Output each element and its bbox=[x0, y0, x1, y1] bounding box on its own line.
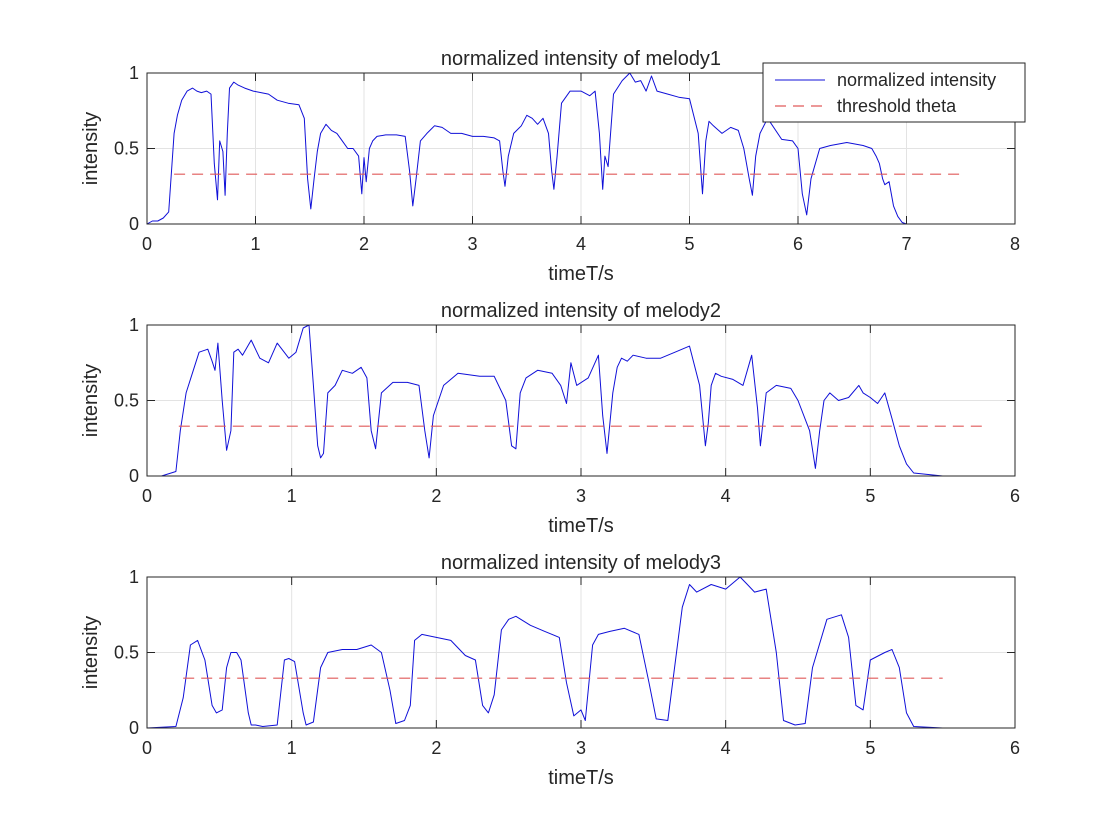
intensity-line bbox=[146, 576, 943, 729]
y-tick-label: 1 bbox=[129, 63, 139, 83]
chart-title: normalized intensity of melody3 bbox=[441, 552, 721, 574]
subplot-1: 0 1 2 3 4 5 6 7 8 0 0.5 1 normalized intensity of me… bbox=[80, 48, 1026, 285]
y-tick-label: 0 bbox=[129, 214, 139, 234]
x-tick-label: 6 bbox=[793, 234, 803, 254]
y-tick-label: 1 bbox=[129, 315, 139, 335]
y-axis-label: intensity bbox=[80, 112, 102, 185]
x-tick-label: 5 bbox=[684, 234, 694, 254]
y-tick-label: 0.5 bbox=[114, 643, 139, 663]
intensity-line bbox=[147, 324, 987, 477]
x-tick-label: 1 bbox=[287, 738, 297, 758]
y-tick-label: 0 bbox=[129, 718, 139, 738]
legend: normalized intensity threshold theta bbox=[762, 62, 1026, 123]
x-tick-label: 7 bbox=[901, 234, 911, 254]
x-tick-label: 0 bbox=[142, 234, 152, 254]
x-tick-label: 8 bbox=[1010, 234, 1020, 254]
x-tick-label: 6 bbox=[1010, 738, 1020, 758]
x-axis-label: timeT/s bbox=[548, 515, 614, 537]
subplot-2: 0 1 2 3 4 5 6 0 0.5 1 normalized intensity of melo… bbox=[80, 300, 1020, 537]
legend-label: threshold theta bbox=[837, 96, 957, 116]
subplot-3: 0 1 2 3 4 5 6 0 0.5 1 normalized intensity of melo… bbox=[80, 552, 1020, 789]
x-tick-label: 2 bbox=[431, 486, 441, 506]
x-tick-label: 4 bbox=[721, 486, 731, 506]
intensity-line bbox=[146, 72, 961, 225]
y-tick-label: 0.5 bbox=[114, 139, 139, 159]
y-axis-label: intensity bbox=[80, 616, 102, 689]
y-tick-label: 0 bbox=[129, 466, 139, 486]
x-tick-label: 5 bbox=[865, 738, 875, 758]
x-tick-label: 3 bbox=[576, 486, 586, 506]
x-tick-label: 1 bbox=[287, 486, 297, 506]
chart-title: normalized intensity of melody1 bbox=[441, 48, 721, 70]
x-tick-label: 1 bbox=[250, 234, 260, 254]
legend-box bbox=[762, 62, 1026, 123]
x-axis-label: timeT/s bbox=[548, 767, 614, 789]
x-tick-label: 0 bbox=[142, 486, 152, 506]
x-tick-label: 4 bbox=[721, 738, 731, 758]
x-tick-label: 3 bbox=[576, 738, 586, 758]
x-tick-label: 6 bbox=[1010, 486, 1020, 506]
y-axis-label: intensity bbox=[80, 364, 102, 437]
y-tick-label: 0.5 bbox=[114, 391, 139, 411]
x-tick-label: 5 bbox=[865, 486, 875, 506]
legend-label: normalized intensity bbox=[837, 70, 996, 90]
x-tick-label: 4 bbox=[576, 234, 586, 254]
x-tick-label: 2 bbox=[359, 234, 369, 254]
x-tick-label: 3 bbox=[467, 234, 477, 254]
x-axis-label: timeT/s bbox=[548, 263, 614, 285]
x-tick-label: 0 bbox=[142, 738, 152, 758]
chart-title: normalized intensity of melody2 bbox=[441, 300, 721, 322]
y-tick-label: 1 bbox=[129, 567, 139, 587]
x-tick-label: 2 bbox=[431, 738, 441, 758]
subplots: 0 1 2 3 4 5 6 7 8 0 0.5 1 normalized intensity of me… bbox=[80, 48, 1026, 789]
